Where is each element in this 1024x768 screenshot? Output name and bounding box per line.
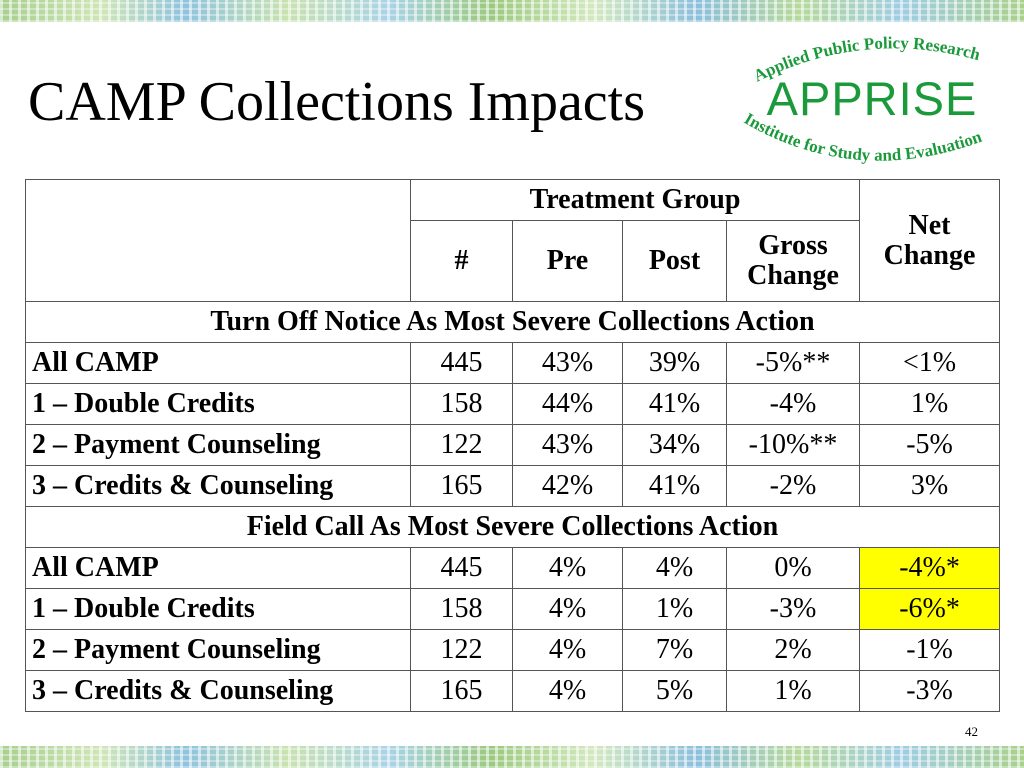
count-cell: 158 [410,588,513,630]
apprise-logo: Applied Public Policy Research APPRISE I… [741,33,985,164]
pre-cell: 4% [512,547,623,589]
row-label: 2 – Payment Counseling [25,424,411,466]
post-cell: 34% [622,424,727,466]
count-cell: 122 [410,629,513,671]
pre-cell: 4% [512,588,623,630]
count-cell: 122 [410,424,513,466]
net-change-header: Net Change [859,179,1001,302]
row-label: 1 – Double Credits [25,383,411,425]
gross-change-cell: -3% [725,588,861,630]
row-label: 3 – Credits & Counseling [25,465,411,507]
treatment-group-header: Treatment Group [409,179,861,221]
logo-name: APPRISE [767,72,978,125]
count-cell: 445 [410,547,513,589]
table-row: All CAMP 445 43% 39% -5%** <1% [25,342,1001,384]
net-change-cell: -5% [859,424,1001,466]
header-row-2: # Pre Post Gross Change [26,220,1000,302]
gross-change-cell: 1% [725,670,861,712]
gross-change-header: Gross Change [725,220,861,302]
post-cell: 41% [622,465,727,507]
table-row: All CAMP 445 4% 4% 0% -4%* [25,547,1001,589]
net-change-cell: 3% [859,465,1001,507]
count-header: # [410,220,513,302]
pre-cell: 43% [512,424,623,466]
pre-cell: 42% [512,465,623,507]
pre-cell: 43% [512,342,623,384]
table-row: 3 – Credits & Counseling 165 42% 41% -2% 3% [25,465,1001,507]
net-change-cell: -1% [859,629,1001,671]
header-row-1: Treatment Group Net Change [25,179,1001,302]
row-label: 1 – Double Credits [25,588,411,630]
table-row: 2 – Payment Counseling 122 4% 7% 2% -1% [25,629,1001,671]
table-row: 3 – Credits & Counseling 165 4% 5% 1% -3% [25,670,1001,712]
gross-change-cell: 2% [725,629,861,671]
gross-change-cell: -4% [725,383,861,425]
decorative-top-band [0,0,1024,22]
row-label: 3 – Credits & Counseling [25,670,411,712]
post-cell: 5% [622,670,727,712]
gross-change-cell: -5%** [725,342,861,384]
section-title: Field Call As Most Severe Collections Ac… [24,506,1001,548]
gross-change-cell: -2% [725,465,861,507]
post-cell: 41% [622,383,727,425]
count-cell: 445 [410,342,513,384]
table-row: 1 – Double Credits 158 4% 1% -3% -6%* [25,588,1001,630]
pre-cell: 4% [512,670,623,712]
slide-title: CAMP Collections Impacts [28,71,646,133]
pre-cell: 4% [512,629,623,671]
section-row: Turn Off Notice As Most Severe Collectio… [24,301,1001,343]
post-cell: 7% [622,629,727,671]
post-cell: 39% [622,342,727,384]
net-change-cell: -4%* [859,547,1001,589]
empty-header-cell [25,179,411,302]
results-table: Treatment Group Net Change # Pre Post Gr… [24,179,1001,712]
net-change-cell: -6%* [859,588,1001,630]
post-header: Post [622,220,727,302]
table-row: 2 – Payment Counseling 122 43% 34% -10%** -5% [25,424,1001,466]
post-cell: 4% [622,547,727,589]
section-title: Turn Off Notice As Most Severe Collectio… [24,301,1001,343]
net-change-cell: -3% [859,670,1001,712]
row-label: All CAMP [25,342,411,384]
pre-cell: 44% [512,383,623,425]
gross-change-cell: -10%** [725,424,861,466]
decorative-bottom-band [0,746,1024,768]
gross-change-cell: 0% [725,547,861,589]
net-change-cell: 1% [859,383,1001,425]
section-row: Field Call As Most Severe Collections Ac… [24,506,1001,548]
row-label: All CAMP [25,547,411,589]
page-number: 42 [965,724,978,739]
pre-header: Pre [512,220,623,302]
count-cell: 158 [410,383,513,425]
table-row: 1 – Double Credits 158 44% 41% -4% 1% [25,383,1001,425]
row-label: 2 – Payment Counseling [25,629,411,671]
net-change-cell: <1% [859,342,1001,384]
post-cell: 1% [622,588,727,630]
count-cell: 165 [410,465,513,507]
count-cell: 165 [410,670,513,712]
